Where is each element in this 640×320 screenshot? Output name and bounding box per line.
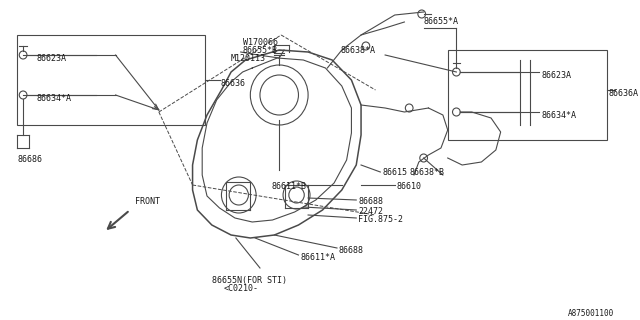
Text: 86623A: 86623A: [36, 54, 67, 63]
Text: 86623A: 86623A: [541, 71, 571, 80]
Text: 86655N(FOR STI): 86655N(FOR STI): [212, 276, 287, 285]
Text: 22472: 22472: [358, 207, 383, 216]
Text: 86610: 86610: [397, 182, 422, 191]
Text: <C0210-: <C0210-: [223, 284, 259, 293]
Text: 86611*B: 86611*B: [271, 182, 306, 191]
Text: 86611*A: 86611*A: [300, 253, 335, 262]
Text: 86638*B: 86638*B: [409, 168, 444, 177]
Text: 86686: 86686: [17, 155, 42, 164]
Text: FRONT: FRONT: [135, 197, 160, 206]
Text: A875001100: A875001100: [568, 309, 614, 318]
Text: 86688: 86688: [358, 197, 383, 206]
Text: 86655*B: 86655*B: [243, 46, 278, 55]
Text: 86634*A: 86634*A: [36, 94, 72, 103]
Bar: [448, 50, 607, 140]
Text: W170066: W170066: [243, 38, 278, 47]
Text: 86688: 86688: [339, 246, 364, 255]
Text: 86655*A: 86655*A: [424, 17, 459, 26]
Text: 86636: 86636: [221, 79, 246, 88]
Text: 86615: 86615: [382, 168, 407, 177]
Text: 86636A: 86636A: [609, 89, 639, 98]
Text: M120113: M120113: [231, 54, 266, 63]
Text: 86638*A: 86638*A: [340, 46, 376, 55]
Text: FIG.875-2: FIG.875-2: [358, 215, 403, 224]
Bar: [17, 35, 205, 125]
Text: 86634*A: 86634*A: [541, 111, 576, 120]
